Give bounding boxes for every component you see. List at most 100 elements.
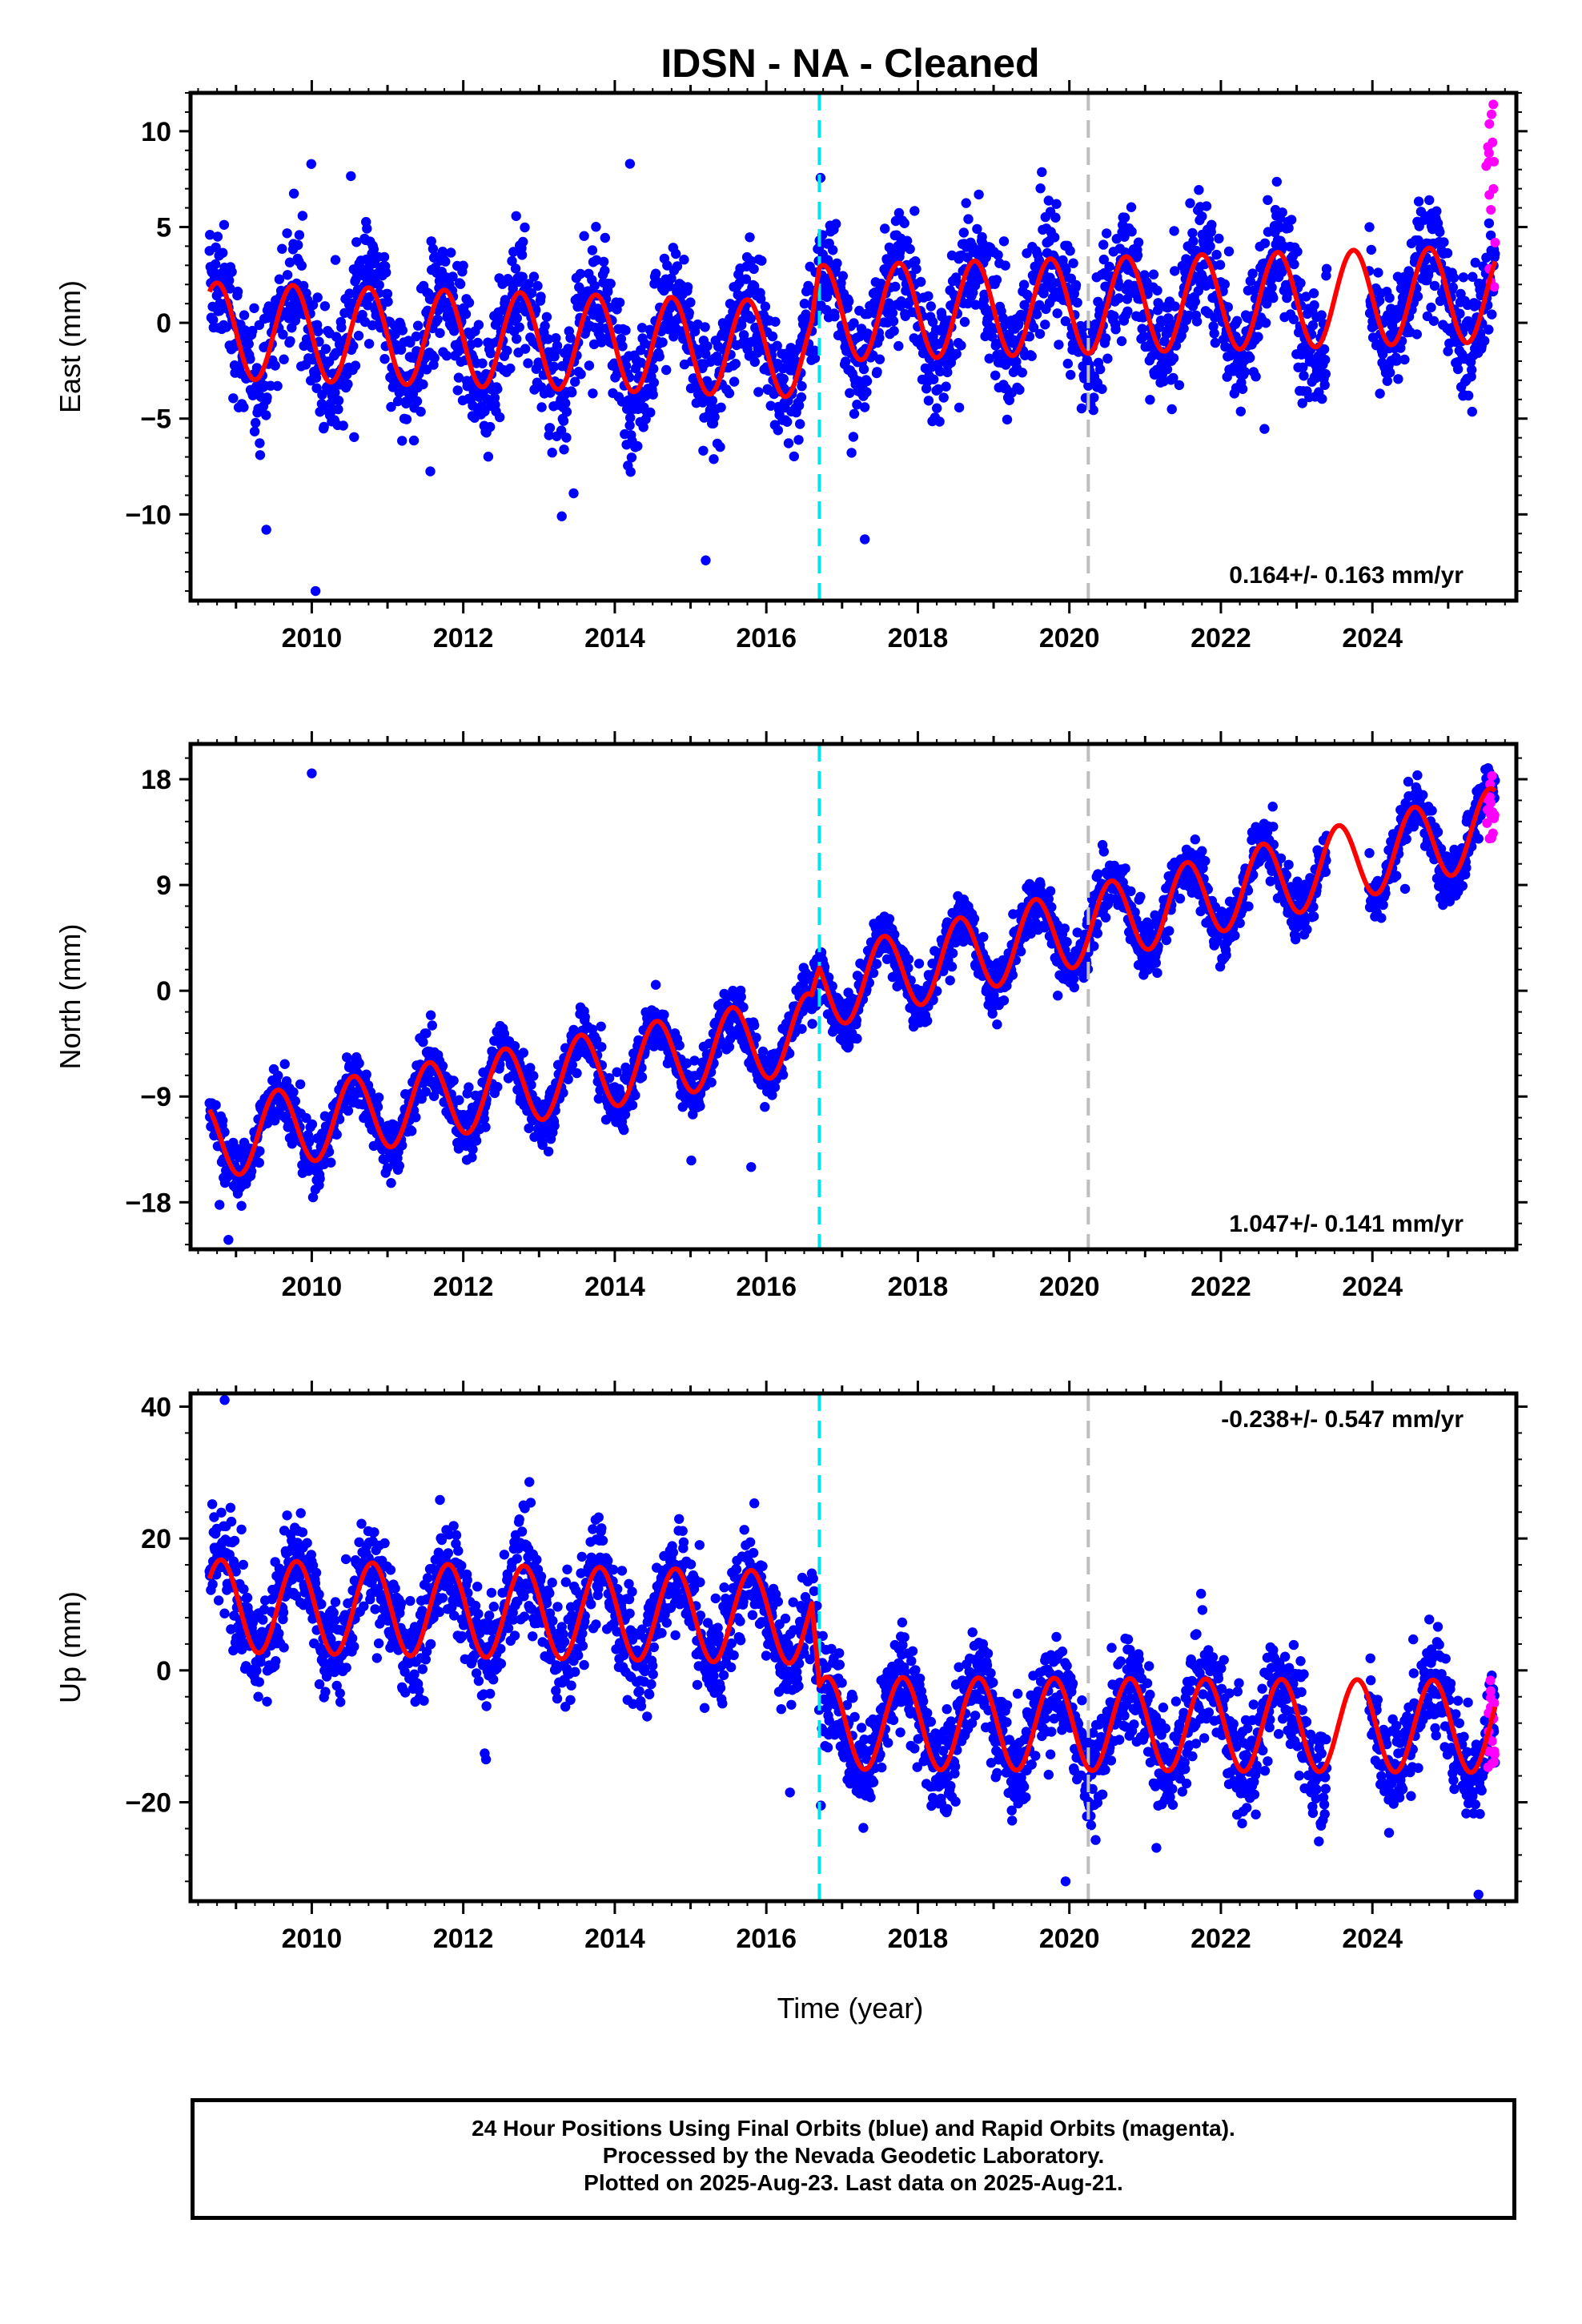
data-point-final bbox=[1059, 923, 1070, 934]
data-point-final bbox=[910, 256, 921, 267]
data-point-outlier bbox=[859, 534, 870, 545]
data-point-final bbox=[1138, 331, 1149, 342]
data-point-final bbox=[249, 303, 259, 313]
data-point-final bbox=[1424, 195, 1435, 206]
data-point-final bbox=[1034, 255, 1045, 266]
data-point-final bbox=[558, 416, 569, 426]
data-point-final bbox=[210, 259, 221, 270]
data-point-final bbox=[716, 402, 726, 412]
data-point-final bbox=[255, 438, 265, 448]
data-point-final bbox=[749, 263, 759, 275]
data-point-final bbox=[518, 1047, 528, 1058]
data-point-final bbox=[311, 383, 322, 393]
data-point-final bbox=[698, 445, 709, 456]
data-point-final bbox=[713, 356, 724, 366]
data-point-final bbox=[1148, 269, 1159, 279]
data-point-final bbox=[320, 344, 331, 354]
data-point-final bbox=[1308, 288, 1319, 299]
data-point-final bbox=[1468, 271, 1478, 282]
data-point-final bbox=[932, 403, 942, 413]
data-point-final bbox=[674, 1040, 685, 1051]
data-point-final bbox=[1178, 324, 1189, 334]
data-point-final bbox=[1116, 336, 1127, 347]
data-point-final bbox=[1214, 233, 1224, 244]
data-point-final bbox=[849, 318, 859, 328]
data-point-final bbox=[382, 288, 393, 300]
data-point-final bbox=[348, 340, 359, 352]
data-point-final bbox=[625, 412, 636, 423]
data-point-final bbox=[290, 1096, 300, 1107]
data-point-final bbox=[285, 336, 295, 347]
data-point-final bbox=[565, 332, 576, 344]
data-point-final bbox=[572, 1068, 582, 1079]
data-point-final bbox=[330, 388, 340, 398]
data-point-final bbox=[1251, 372, 1261, 382]
data-point-final bbox=[518, 236, 528, 247]
data-point-final bbox=[313, 326, 323, 337]
data-point-final bbox=[247, 325, 258, 336]
data-point-final bbox=[913, 959, 925, 969]
data-point-final bbox=[270, 1116, 280, 1126]
data-point-final bbox=[1088, 404, 1098, 416]
data-point-final bbox=[448, 1076, 459, 1086]
data-point-final bbox=[296, 260, 307, 271]
data-point-final bbox=[934, 416, 945, 427]
data-point-final bbox=[548, 361, 560, 372]
data-point-final bbox=[225, 283, 235, 294]
data-point-final bbox=[344, 288, 355, 299]
data-point-final bbox=[1292, 247, 1303, 257]
data-point-final bbox=[1052, 308, 1062, 319]
data-point-final bbox=[648, 1041, 659, 1051]
plot-area-north bbox=[204, 763, 1500, 1245]
data-point-final bbox=[624, 420, 635, 431]
data-point-final bbox=[937, 312, 947, 322]
data-point-final bbox=[1100, 333, 1111, 344]
data-point-final bbox=[211, 1100, 221, 1111]
data-point-final bbox=[421, 1028, 432, 1039]
data-point-final bbox=[1066, 369, 1076, 380]
data-point-final bbox=[381, 267, 391, 278]
data-point-final bbox=[307, 300, 319, 310]
data-point-final bbox=[662, 260, 673, 271]
data-point-final bbox=[411, 1112, 421, 1123]
data-point-final bbox=[777, 1069, 789, 1080]
data-point-final bbox=[435, 328, 445, 339]
data-point-final bbox=[397, 325, 408, 336]
data-point-final bbox=[452, 385, 463, 396]
data-point-final bbox=[845, 388, 855, 398]
data-point-final bbox=[923, 291, 934, 301]
data-point-final bbox=[567, 1059, 577, 1071]
data-point-final bbox=[681, 1058, 692, 1068]
data-point-final bbox=[412, 396, 423, 407]
data-point-final bbox=[1043, 195, 1054, 206]
data-point-final bbox=[707, 396, 717, 406]
data-point-final bbox=[480, 1122, 491, 1132]
data-point-final bbox=[638, 422, 648, 432]
data-point-final bbox=[326, 1157, 336, 1168]
data-point-final bbox=[603, 287, 613, 297]
data-point-final bbox=[715, 441, 725, 452]
data-point-final bbox=[688, 1109, 698, 1120]
data-point-final bbox=[560, 398, 571, 408]
data-point-outlier bbox=[624, 159, 636, 169]
data-point-final bbox=[600, 265, 610, 276]
data-point-final bbox=[1163, 313, 1174, 324]
data-point-final bbox=[1320, 368, 1331, 380]
data-point-final bbox=[1018, 279, 1030, 290]
data-point-final bbox=[1458, 272, 1469, 283]
data-point-final bbox=[528, 1071, 539, 1081]
data-point-final bbox=[992, 1019, 1002, 1030]
data-point-final bbox=[467, 1152, 477, 1163]
y-tick-label: 0 bbox=[156, 308, 171, 339]
y-tick-label: −10 bbox=[125, 500, 171, 530]
data-point-final bbox=[772, 340, 782, 351]
data-point-final bbox=[307, 1192, 319, 1203]
data-point-final bbox=[1194, 185, 1204, 195]
data-point-final bbox=[1215, 259, 1226, 270]
data-point-final bbox=[903, 954, 914, 965]
data-point-final bbox=[765, 400, 776, 411]
data-point-final bbox=[508, 247, 519, 257]
x-tick-label: 2012 bbox=[433, 623, 494, 653]
data-point-final bbox=[401, 414, 412, 424]
data-point-final bbox=[686, 1155, 697, 1166]
